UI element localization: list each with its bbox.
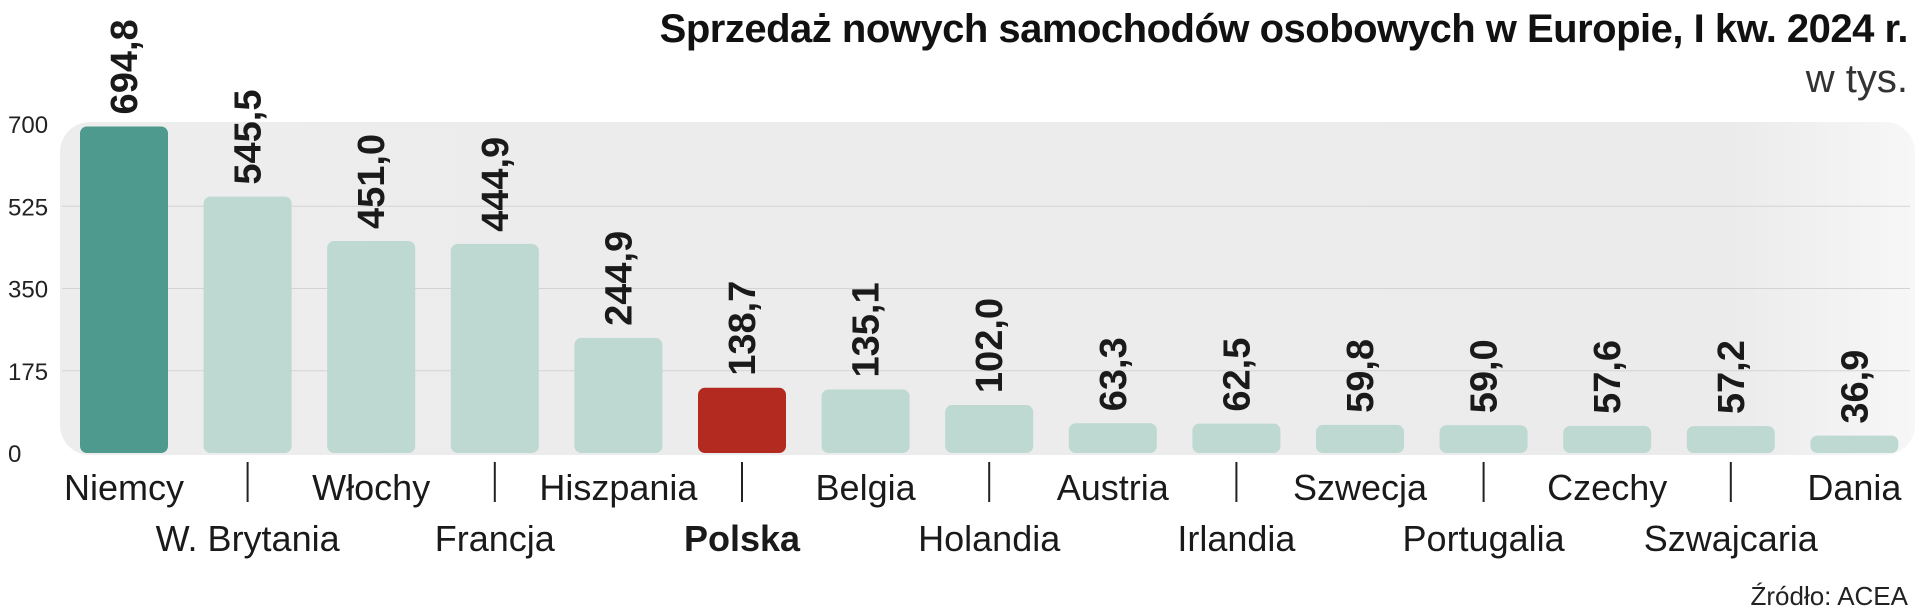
y-tick-label: 700 [8, 112, 48, 139]
y-axis-ticks: 0 175 350 525 700 [8, 112, 48, 468]
category-separators [246, 462, 1732, 502]
y-tick-label: 0 [8, 441, 21, 468]
value-label: 135,1 [846, 282, 888, 377]
value-label: 138,7 [722, 281, 764, 376]
bar-polska [698, 387, 786, 453]
category-label: Dania [1807, 467, 1902, 508]
bar-niemcy [80, 126, 168, 453]
category-label: Irlandia [1177, 518, 1296, 559]
value-labels: 694,8 545,5 451,0 444,9 244,9 138,7 135,1 102,0… [104, 19, 1876, 423]
category-label: Francja [435, 518, 556, 559]
category-label: Belgia [816, 467, 917, 508]
category-label: Austria [1057, 467, 1170, 508]
value-label: 59,8 [1340, 339, 1382, 413]
category-label: Niemcy [64, 467, 184, 508]
bar-w-brytania [203, 196, 292, 454]
y-tick-label: 175 [8, 359, 48, 386]
bar-belgia [821, 389, 910, 453]
bar-hiszpania [574, 337, 663, 453]
value-label: 62,5 [1216, 338, 1258, 412]
bar-czechy [1563, 425, 1652, 453]
bar-francja [450, 243, 539, 453]
category-label: Portugalia [1403, 518, 1566, 559]
bars [80, 126, 1899, 454]
bar-austria [1068, 423, 1157, 453]
bar-szwajcaria [1686, 426, 1775, 453]
y-tick-label: 350 [8, 277, 48, 304]
category-label: Czechy [1547, 467, 1667, 508]
value-label: 36,9 [1834, 350, 1876, 424]
bar-irlandia [1192, 423, 1281, 453]
category-label: Hiszpania [539, 467, 698, 508]
bar-holandia [945, 405, 1034, 453]
category-label: Polska [684, 518, 801, 559]
category-label: Włochy [312, 467, 430, 508]
value-label: 244,9 [598, 231, 640, 326]
bar-szwecja [1316, 424, 1404, 453]
chart-subtitle: w tys. [1805, 57, 1908, 101]
value-label: 63,3 [1093, 337, 1135, 411]
chart-title: Sprzedaż nowych samochodów osobowych w E… [660, 7, 1908, 51]
chart-source: Źródło: ACEA [1750, 581, 1908, 611]
category-label: W. Brytania [156, 518, 341, 559]
value-label: 57,2 [1711, 340, 1753, 414]
bar-dania [1810, 435, 1899, 453]
value-label: 545,5 [228, 90, 270, 185]
bar-włochy [327, 241, 416, 453]
value-label: 451,0 [351, 134, 393, 229]
category-label: Szwecja [1293, 467, 1428, 508]
value-label: 59,0 [1464, 339, 1506, 413]
category-label: Holandia [918, 518, 1061, 559]
value-label: 102,0 [969, 298, 1011, 393]
value-label: 694,8 [104, 19, 146, 114]
bar-portugalia [1439, 425, 1528, 453]
value-label: 57,6 [1587, 340, 1629, 414]
value-label: 444,9 [475, 137, 517, 232]
y-tick-label: 525 [8, 194, 48, 221]
category-label: Szwajcaria [1644, 518, 1819, 559]
